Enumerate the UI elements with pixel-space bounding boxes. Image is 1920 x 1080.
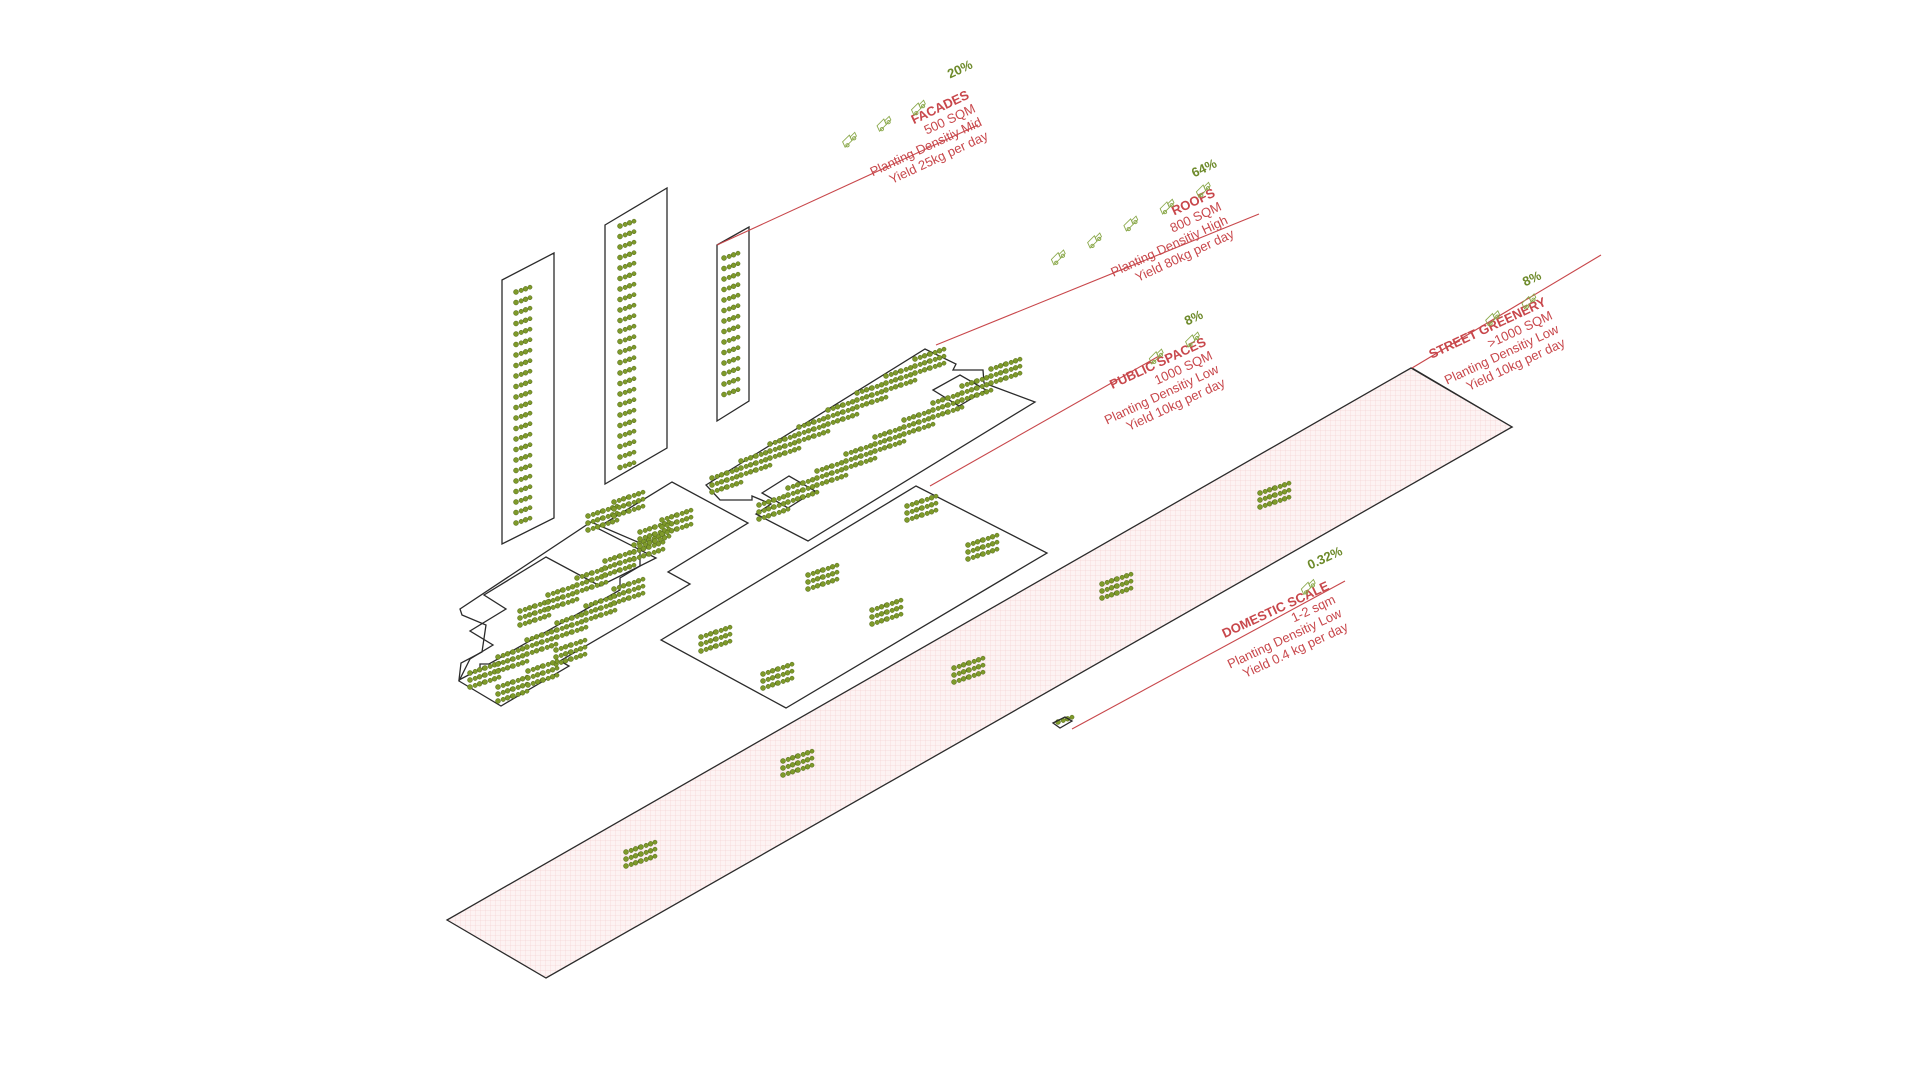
plant-cluster-icon [513,358,533,369]
plant-cluster-icon [513,505,533,516]
plant-cluster-icon [513,463,533,474]
street-greenery-leader [1411,254,1602,369]
plant-cluster-icon [617,418,637,429]
facades-annotation: 20% FACADES 500 SQM Planting Densitiy Mi… [840,57,991,187]
plant-cluster-icon [513,305,533,316]
domestic-scale-tile [1051,716,1074,729]
plant-cluster-icon [617,355,637,366]
delivery-truck-icon [875,115,894,133]
plant-cluster-icon [721,250,741,261]
domestic-scale-percent: 0.32% [1305,543,1345,572]
plant-cluster-icon [513,368,533,379]
plant-cluster-icon [721,366,741,377]
facade-strip-2 [604,186,668,486]
plant-cluster-icon [721,345,741,356]
plant-cluster-icon [617,302,637,313]
plant-cluster-icon [513,494,533,505]
domestic-scale-plate [1051,716,1074,729]
facades-leader [716,124,979,246]
plant-cluster-icon [513,379,533,390]
plant-cluster-icon [721,334,741,345]
plant-cluster-icon [513,473,533,484]
delivery-truck-icon [1121,215,1141,233]
plant-cluster-icon [513,389,533,400]
domestic-scale-leader [1071,580,1346,730]
facade-strip-3 [716,225,750,423]
public-spaces-slab [659,485,1049,709]
public-spaces-leader [929,355,1160,487]
plant-cluster-icon [617,428,637,439]
plant-cluster-icon [617,281,637,292]
plant-cluster-icon [513,431,533,442]
plant-cluster-icon [513,400,533,411]
plant-cluster-icon [617,271,637,282]
plant-cluster-icon [617,460,637,471]
plant-cluster-icon [721,355,741,366]
plant-cluster-icon [617,344,637,355]
plant-cluster-icon [617,376,637,387]
facade-strips [501,186,750,546]
delivery-truck-icon [1085,232,1105,250]
roofs-leader [935,213,1260,346]
roofs-percent: 64% [1189,155,1219,180]
plant-cluster-icon [513,515,533,526]
plant-cluster-icon [617,397,637,408]
plant-cluster-icon [617,323,637,334]
delivery-truck-icon [1049,249,1069,266]
plant-cluster-icon [617,334,637,345]
plant-cluster-icon [513,421,533,432]
plant-cluster-icon [617,218,637,229]
plant-cluster-icon [617,313,637,324]
public-spaces-annotation: 8% PUBLIC SPACES 1000 SQM Planting Densi… [1102,307,1228,434]
plant-cluster-icon [513,337,533,348]
plant-cluster-icon [617,407,637,418]
plant-cluster-icon [513,326,533,337]
plant-cluster-icon [617,250,637,261]
plant-cluster-icon [721,292,741,303]
facades-percent: 20% [945,57,975,82]
public-spaces-percent: 8% [1182,307,1206,329]
plant-cluster-icon [617,439,637,450]
plant-cluster-icon [513,452,533,463]
plant-cluster-icon [617,260,637,271]
plant-cluster-icon [513,484,533,495]
roof-slab-right [704,348,1037,542]
plant-cluster-icon [721,271,741,282]
delivery-truck-icon [840,131,860,149]
plant-cluster-icon [513,442,533,453]
plant-cluster-icon [617,365,637,376]
plant-cluster-icon [721,376,741,387]
plant-cluster-icon [721,313,741,324]
plant-cluster-icon [617,386,637,397]
public-spaces-plate [659,485,1049,709]
plant-cluster-icon [721,261,741,272]
street-greenery-percent: 8% [1520,268,1544,290]
plant-cluster-icon [513,410,533,421]
plant-cluster-icon [721,282,741,293]
plant-cluster-icon [617,449,637,460]
plant-cluster-icon [617,229,637,240]
plant-cluster-icon [513,347,533,358]
plant-cluster-icon [513,316,533,327]
plant-cluster-icon [617,239,637,250]
plant-cluster-icon [721,324,741,335]
facade-strip-1 [501,251,555,546]
street-greenery-annotation: 8% STREET GREENERY >1000 SQM Planting De… [1426,268,1567,394]
plant-cluster-icon [721,387,741,398]
plant-cluster-icon [513,284,533,295]
plant-cluster-icon [513,295,533,306]
plant-cluster-icon [721,303,741,314]
leader-lines [716,124,1602,730]
plant-cluster-icon [617,292,637,303]
